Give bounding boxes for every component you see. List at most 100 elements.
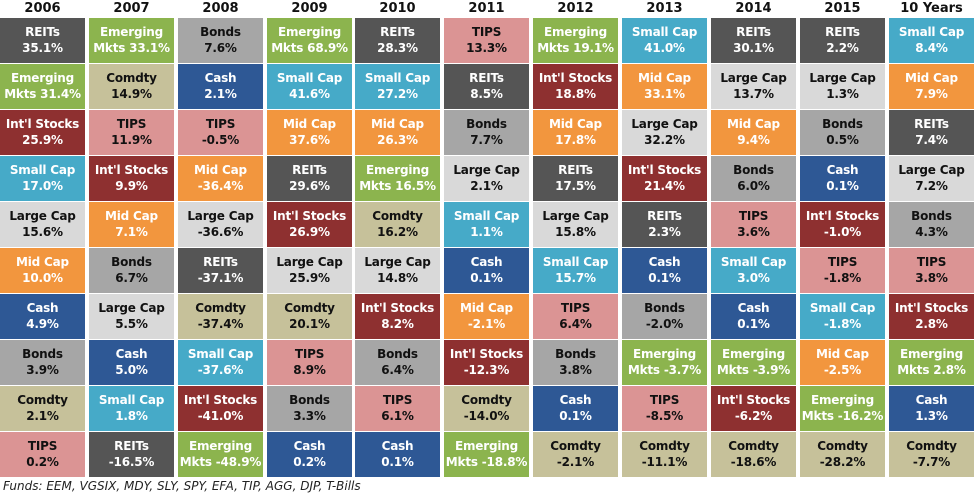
return-cell: Emerging Mkts 16.5% bbox=[355, 156, 440, 201]
return-cell: Small Cap 3.0% bbox=[711, 248, 796, 293]
return-value: 15.7% bbox=[555, 271, 596, 285]
return-value: 2.1% bbox=[26, 409, 59, 423]
return-value: 2.1% bbox=[204, 87, 237, 101]
return-value: 4.9% bbox=[26, 317, 59, 331]
return-value: 0.2% bbox=[26, 455, 59, 469]
return-cell: TIPS 11.9% bbox=[89, 110, 174, 155]
return-cell: TIPS 6.1% bbox=[355, 386, 440, 431]
return-value: 1.3% bbox=[826, 87, 859, 101]
return-value: 41.6% bbox=[289, 87, 330, 101]
return-cell: REITs 17.5% bbox=[533, 156, 618, 201]
return-cell: REITs 2.2% bbox=[800, 18, 885, 63]
asset-label: Comdty bbox=[372, 209, 423, 223]
return-value: 27.2% bbox=[377, 87, 418, 101]
asset-label: Comdty bbox=[906, 439, 957, 453]
asset-label: Emerging bbox=[811, 393, 874, 407]
asset-label: Bonds bbox=[555, 347, 596, 361]
return-cell: Small Cap -37.6% bbox=[178, 340, 263, 385]
return-cell: Emerging Mkts -3.9% bbox=[711, 340, 796, 385]
return-cell: Cash 0.1% bbox=[533, 386, 618, 431]
asset-label: Large Cap bbox=[631, 117, 698, 131]
asset-label: Large Cap bbox=[9, 209, 76, 223]
asset-label: REITs bbox=[558, 163, 593, 177]
asset-label: Small Cap bbox=[364, 71, 431, 85]
return-value: 5.5% bbox=[115, 317, 148, 331]
return-cell: Large Cap 2.1% bbox=[444, 156, 529, 201]
return-value: Mkts -48.9% bbox=[179, 455, 262, 469]
return-value: 0.5% bbox=[826, 133, 859, 147]
return-value: 17.5% bbox=[555, 179, 596, 193]
asset-label: Mid Cap bbox=[638, 71, 691, 85]
asset-label: Cash bbox=[26, 301, 59, 315]
asset-label: TIPS bbox=[471, 25, 502, 39]
return-value: 0.1% bbox=[381, 455, 414, 469]
return-cell: REITs 7.4% bbox=[889, 110, 974, 155]
return-cell: Emerging Mkts -16.2% bbox=[800, 386, 885, 431]
asset-label: Cash bbox=[381, 439, 414, 453]
asset-label: REITs bbox=[825, 25, 860, 39]
return-cell: Int'l Stocks 26.9% bbox=[267, 202, 352, 247]
return-value: -41.0% bbox=[197, 409, 244, 423]
return-cell: Large Cap 15.8% bbox=[533, 202, 618, 247]
asset-label: Mid Cap bbox=[16, 255, 69, 269]
asset-label: Cash bbox=[293, 439, 326, 453]
return-cell: Int'l Stocks -1.0% bbox=[800, 202, 885, 247]
return-value: 18.8% bbox=[555, 87, 596, 101]
asset-label: Comdty bbox=[639, 439, 690, 453]
return-value: -2.1% bbox=[556, 455, 595, 469]
return-cell: Emerging Mkts -48.9% bbox=[178, 432, 263, 477]
return-value: -1.8% bbox=[823, 317, 862, 331]
return-value: 26.3% bbox=[377, 133, 418, 147]
return-cell: Emerging Mkts 68.9% bbox=[267, 18, 352, 63]
return-cell: Bonds -2.0% bbox=[622, 294, 707, 339]
return-value: 1.8% bbox=[115, 409, 148, 423]
return-cell: Int'l Stocks 21.4% bbox=[622, 156, 707, 201]
return-cell: Comdty -11.1% bbox=[622, 432, 707, 477]
return-cell: Large Cap 14.8% bbox=[355, 248, 440, 293]
asset-label: Int'l Stocks bbox=[183, 393, 258, 407]
return-value: 5.0% bbox=[115, 363, 148, 377]
return-value: -2.1% bbox=[467, 317, 506, 331]
return-cell: Int'l Stocks 18.8% bbox=[533, 64, 618, 109]
return-cell: Large Cap 15.6% bbox=[0, 202, 85, 247]
return-cell: Mid Cap 33.1% bbox=[622, 64, 707, 109]
return-value: 13.7% bbox=[733, 87, 774, 101]
return-value: 2.8% bbox=[915, 317, 948, 331]
asset-label: Small Cap bbox=[98, 393, 165, 407]
return-cell: REITs 29.6% bbox=[267, 156, 352, 201]
return-cell: Large Cap 13.7% bbox=[711, 64, 796, 109]
return-value: 0.1% bbox=[737, 317, 770, 331]
return-value: Mkts 2.8% bbox=[897, 363, 966, 377]
return-value: Mkts 33.1% bbox=[93, 41, 170, 55]
return-cell: Int'l Stocks 25.9% bbox=[0, 110, 85, 155]
return-cell: Large Cap 5.5% bbox=[89, 294, 174, 339]
return-cell: Int'l Stocks -6.2% bbox=[711, 386, 796, 431]
asset-label: TIPS bbox=[827, 255, 858, 269]
asset-label: TIPS bbox=[116, 117, 147, 131]
return-cell: REITs 30.1% bbox=[711, 18, 796, 63]
return-value: 8.2% bbox=[381, 317, 414, 331]
return-value: 3.8% bbox=[559, 363, 592, 377]
asset-label: Small Cap bbox=[276, 71, 343, 85]
return-value: 7.7% bbox=[470, 133, 503, 147]
asset-label: Mid Cap bbox=[549, 117, 602, 131]
asset-label: TIPS bbox=[27, 439, 58, 453]
return-cell: Int'l Stocks -12.3% bbox=[444, 340, 529, 385]
asset-label: REITs bbox=[25, 25, 60, 39]
return-value: 7.2% bbox=[915, 179, 948, 193]
return-cell: Cash 2.1% bbox=[178, 64, 263, 109]
asset-label: Emerging bbox=[633, 347, 696, 361]
return-cell: Small Cap 8.4% bbox=[889, 18, 974, 63]
asset-label: Emerging bbox=[100, 25, 163, 39]
return-cell: Cash 1.3% bbox=[889, 386, 974, 431]
asset-label: Bonds bbox=[289, 393, 330, 407]
return-cell: REITs -16.5% bbox=[89, 432, 174, 477]
return-value: 0.1% bbox=[559, 409, 592, 423]
return-cell: Cash 4.9% bbox=[0, 294, 85, 339]
asset-label: Small Cap bbox=[453, 209, 520, 223]
return-cell: Comdty 20.1% bbox=[267, 294, 352, 339]
return-cell: Bonds 7.6% bbox=[178, 18, 263, 63]
return-cell: Bonds 6.0% bbox=[711, 156, 796, 201]
return-cell: TIPS -0.5% bbox=[178, 110, 263, 155]
return-cell: Mid Cap 10.0% bbox=[0, 248, 85, 293]
